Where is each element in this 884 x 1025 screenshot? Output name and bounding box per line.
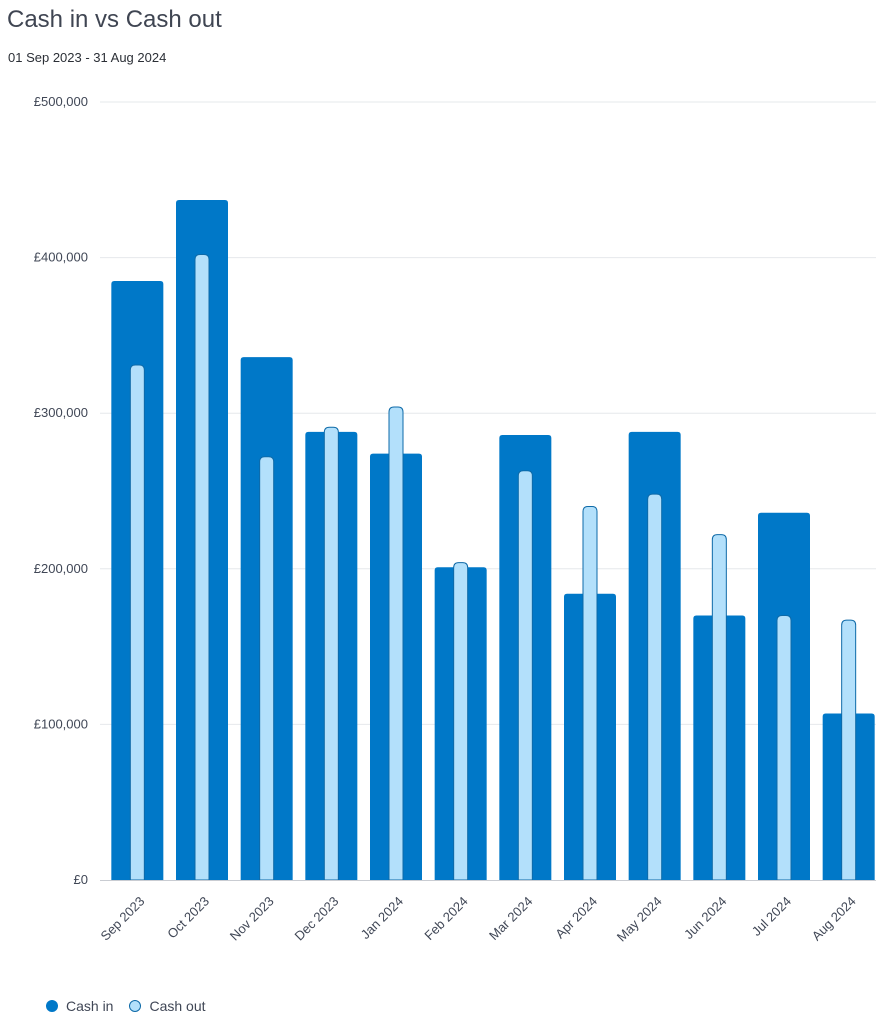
bar-cash-out [388, 406, 404, 881]
x-tick-label: May 2024 [614, 894, 665, 945]
legend-label-cash-in: Cash in [66, 998, 114, 1014]
x-tick-label: Jun 2024 [681, 894, 729, 942]
bar-cash-out [582, 506, 598, 881]
date-range: 01 Sep 2023 - 31 Aug 2024 [8, 50, 167, 65]
legend-item-cash-in[interactable]: Cash in [46, 998, 113, 1014]
legend-label-cash-out: Cash out [149, 998, 206, 1014]
legend-item-cash-out[interactable]: Cash out [129, 998, 206, 1014]
bar-cash-out [259, 456, 275, 881]
x-tick-label: Jul 2024 [749, 894, 794, 939]
chart-legend: Cash in Cash out [46, 998, 222, 1014]
bar-cash-out [129, 364, 145, 881]
x-tick-label: Apr 2024 [552, 894, 600, 942]
x-tick-label: Nov 2023 [227, 894, 277, 944]
y-tick-label: £400,000 [34, 250, 88, 265]
bar-cash-out [194, 253, 210, 881]
y-tick-label: £200,000 [34, 561, 88, 576]
bar-cash-out [453, 562, 469, 881]
x-tick-label: Aug 2024 [809, 894, 859, 944]
x-tick-label: Oct 2023 [164, 894, 212, 942]
bar-cash-out [841, 619, 857, 881]
y-tick-label: £0 [74, 872, 88, 887]
y-tick-label: £100,000 [34, 716, 88, 731]
legend-swatch-cash-out [129, 1000, 142, 1012]
bar-cash-out [323, 426, 339, 881]
cash-chart: £0 £100,000 £200,000 £300,000 £400,000 £500,0… [34, 94, 876, 945]
bar-cash-out [776, 614, 792, 881]
bar-cash-out [647, 493, 663, 881]
chart-title: Cash in vs Cash out [7, 6, 222, 33]
bar-cash-out [711, 534, 727, 881]
y-tick-label: £500,000 [34, 94, 88, 109]
x-tick-label: Jan 2024 [358, 894, 406, 942]
x-tick-label: Feb 2024 [421, 894, 470, 943]
legend-swatch-cash-in [46, 1000, 58, 1012]
y-tick-label: £300,000 [34, 405, 88, 420]
x-tick-label: Dec 2023 [291, 894, 341, 944]
bar-cash-out [517, 470, 533, 881]
x-tick-label: Sep 2023 [97, 894, 147, 944]
x-tick-label: Mar 2024 [486, 894, 535, 943]
